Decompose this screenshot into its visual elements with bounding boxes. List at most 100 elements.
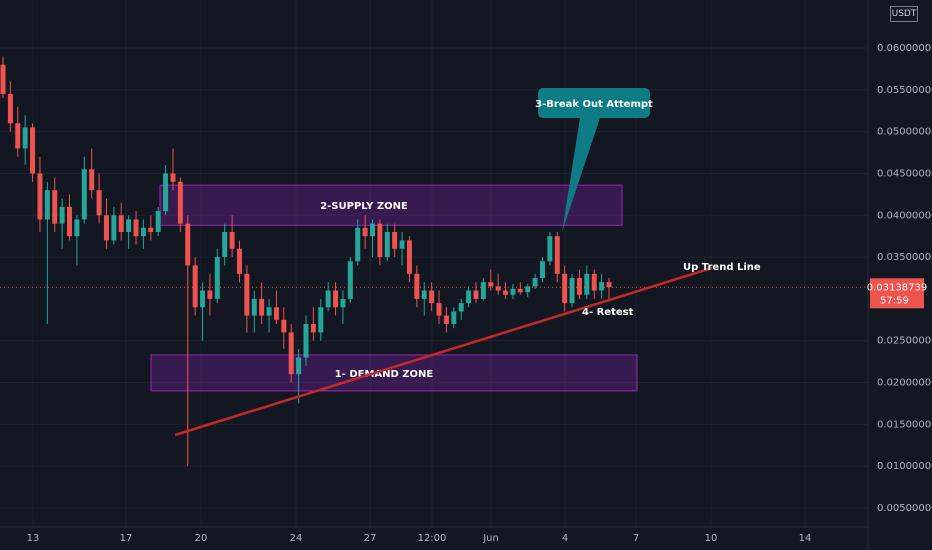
candle-body [244, 273, 250, 316]
y-tick-label: 0.01000000 [877, 461, 932, 472]
candle-body [273, 307, 279, 320]
x-tick-label: 13 [27, 533, 40, 544]
candle-body [44, 190, 50, 220]
candle-body [539, 261, 545, 278]
candle-body [458, 303, 464, 312]
candle-body [510, 288, 516, 295]
candle-body [310, 324, 316, 333]
x-tick-label: 4 [562, 533, 568, 544]
callout-box [538, 88, 650, 118]
y-tick-label: 0.01500000 [877, 419, 932, 430]
callout-pointer [562, 118, 600, 232]
candle-body [340, 298, 346, 308]
candle-body [67, 206, 73, 237]
zone-rect [159, 184, 623, 226]
candle-body [333, 290, 339, 308]
y-tick-label: 0.05000000 [877, 127, 932, 138]
candle-body [436, 303, 442, 316]
candle-body [451, 311, 457, 324]
candle-body [384, 232, 390, 258]
y-tick-label: 0.02000000 [877, 378, 932, 389]
candle-body [96, 190, 102, 216]
candle-body [569, 278, 575, 304]
candle-body [488, 282, 494, 287]
candle-body [266, 307, 272, 316]
last-price-badge [870, 278, 924, 309]
y-tick-label: 0.03500000 [877, 252, 932, 263]
zones: 2-SUPPLY ZONE 1- DEMAND ZONE [150, 184, 638, 392]
candle-body [421, 290, 427, 299]
candle-body [443, 315, 449, 324]
candle-body [584, 273, 590, 295]
candle-body [288, 332, 294, 375]
candles [0, 56, 612, 467]
candle-body [503, 290, 509, 295]
candle-body [207, 290, 213, 299]
callout-label: 3-Break Out Attempt [535, 99, 653, 110]
y-tick-label: 0.04500000 [877, 168, 932, 179]
candle-body [392, 232, 398, 249]
candle-body [236, 248, 242, 274]
candle-body [399, 240, 405, 249]
candle-body [148, 227, 154, 232]
zone-rect [150, 354, 638, 392]
x-tick-label: 12:00 [418, 533, 447, 544]
trend-line-label: Up Trend Line [683, 262, 761, 273]
y-tick-label: 0.06000000 [877, 43, 932, 54]
currency-badge[interactable]: USDT [890, 6, 918, 22]
candle-body [0, 64, 6, 94]
candle-body [37, 173, 43, 220]
y-axis: 0.06000000 0.05500000 0.05000000 0.04500000… [867, 0, 932, 550]
candle-body [81, 169, 87, 220]
candle-body [133, 219, 139, 237]
candle-body [74, 219, 80, 237]
candle-body [22, 127, 28, 149]
zone-label: 1- DEMAND ZONE [335, 369, 434, 380]
x-tick-label: 24 [290, 533, 303, 544]
candle-body [192, 265, 198, 308]
candle-body [347, 261, 353, 299]
candle-body [170, 173, 176, 182]
candle-body [259, 298, 265, 316]
candle-body [303, 324, 309, 358]
candle-body [214, 257, 220, 299]
candle-body [370, 223, 376, 237]
candle-body [606, 282, 612, 288]
candle-body [599, 282, 605, 291]
candle-body [229, 232, 235, 249]
candle-body [126, 219, 132, 232]
y-tick-label: 0.02500000 [877, 336, 932, 347]
candle-body [562, 273, 568, 304]
candle-body [466, 290, 472, 304]
last-price-value: 0.03138739 [867, 282, 927, 293]
grid-lines [0, 0, 868, 527]
x-tick-label: 14 [799, 533, 812, 544]
y-tick-label: 0.00500000 [877, 503, 932, 514]
candle-body [576, 278, 582, 295]
candle-body [30, 127, 36, 174]
x-tick-label: 7 [633, 533, 639, 544]
bar-countdown: 57:59 [880, 295, 909, 306]
x-tick-label: Jun [482, 533, 499, 544]
y-tick-label: 0.04000000 [877, 210, 932, 221]
up-trend-line [174, 266, 713, 437]
candle-body [296, 357, 302, 375]
candle-body [52, 190, 58, 224]
candle-body [325, 290, 331, 308]
candle-body [222, 232, 228, 258]
candle-body [473, 290, 479, 299]
candle-body [318, 307, 324, 333]
x-tick-label: 10 [705, 533, 718, 544]
candle-body [480, 282, 486, 299]
candle-body [177, 181, 183, 224]
x-tick-label: 20 [195, 533, 208, 544]
candle-body [200, 290, 206, 308]
candle-body [111, 215, 117, 241]
x-tick-label: 27 [364, 533, 377, 544]
candle-body [7, 94, 13, 124]
candle-body [414, 273, 420, 299]
y-tick-label: 0.05500000 [877, 85, 932, 96]
candle-body [591, 273, 597, 291]
candle-body [406, 240, 412, 274]
